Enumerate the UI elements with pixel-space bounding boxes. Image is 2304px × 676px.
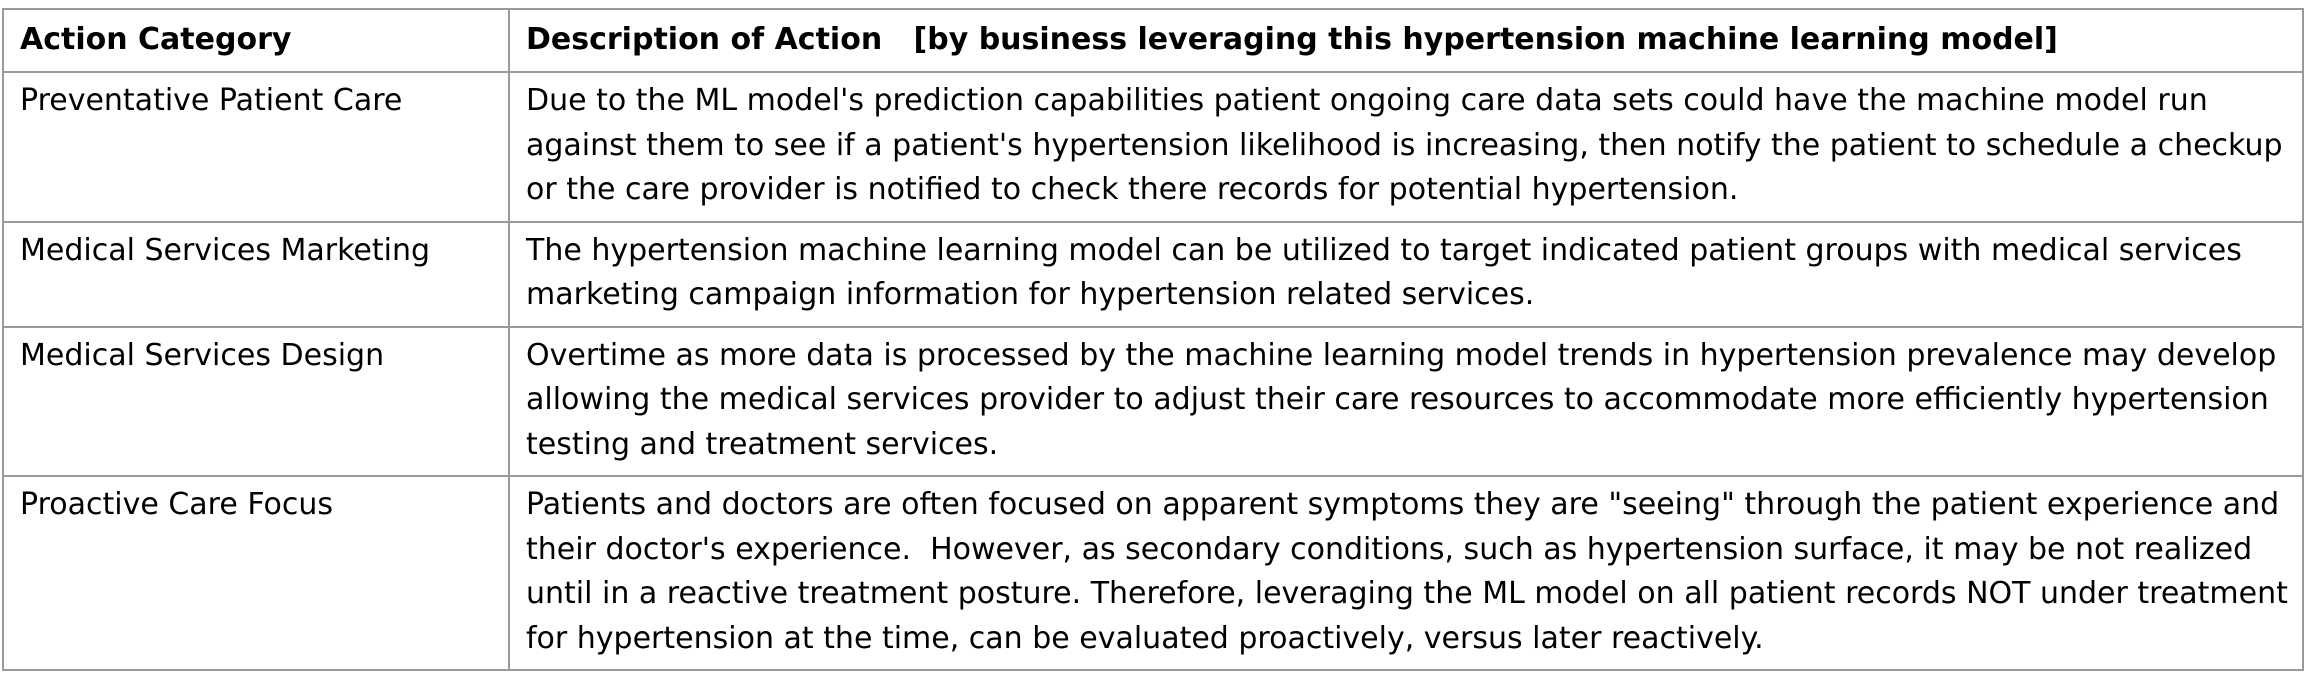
table-row: Preventative Patient Care Due to the ML … [2, 71, 2304, 223]
table-row: Medical Services Design Overtime as more… [2, 325, 2304, 477]
row-category: Medical Services Marketing [2, 220, 510, 328]
action-table: Action Category Description of Action [b… [2, 8, 2304, 671]
table-row: Proactive Care Focus Patients and doctor… [2, 475, 2304, 671]
row-category: Medical Services Design [2, 325, 510, 477]
header-description: Description of Action [by business lever… [508, 8, 2304, 73]
header-row: Action Category Description of Action [b… [2, 8, 2304, 73]
row-description: Patients and doctors are often focused o… [508, 475, 2304, 671]
table-row: Medical Services Marketing The hypertens… [2, 220, 2304, 328]
header-action-category: Action Category [2, 8, 510, 73]
row-description: Overtime as more data is processed by th… [508, 325, 2304, 477]
table-header: Action Category Description of Action [b… [2, 8, 2304, 73]
row-description: Due to the ML model's prediction capabil… [508, 71, 2304, 223]
row-description: The hypertension machine learning model … [508, 220, 2304, 328]
row-category: Preventative Patient Care [2, 71, 510, 223]
row-category: Proactive Care Focus [2, 475, 510, 671]
table-body: Preventative Patient Care Due to the ML … [2, 71, 2304, 671]
